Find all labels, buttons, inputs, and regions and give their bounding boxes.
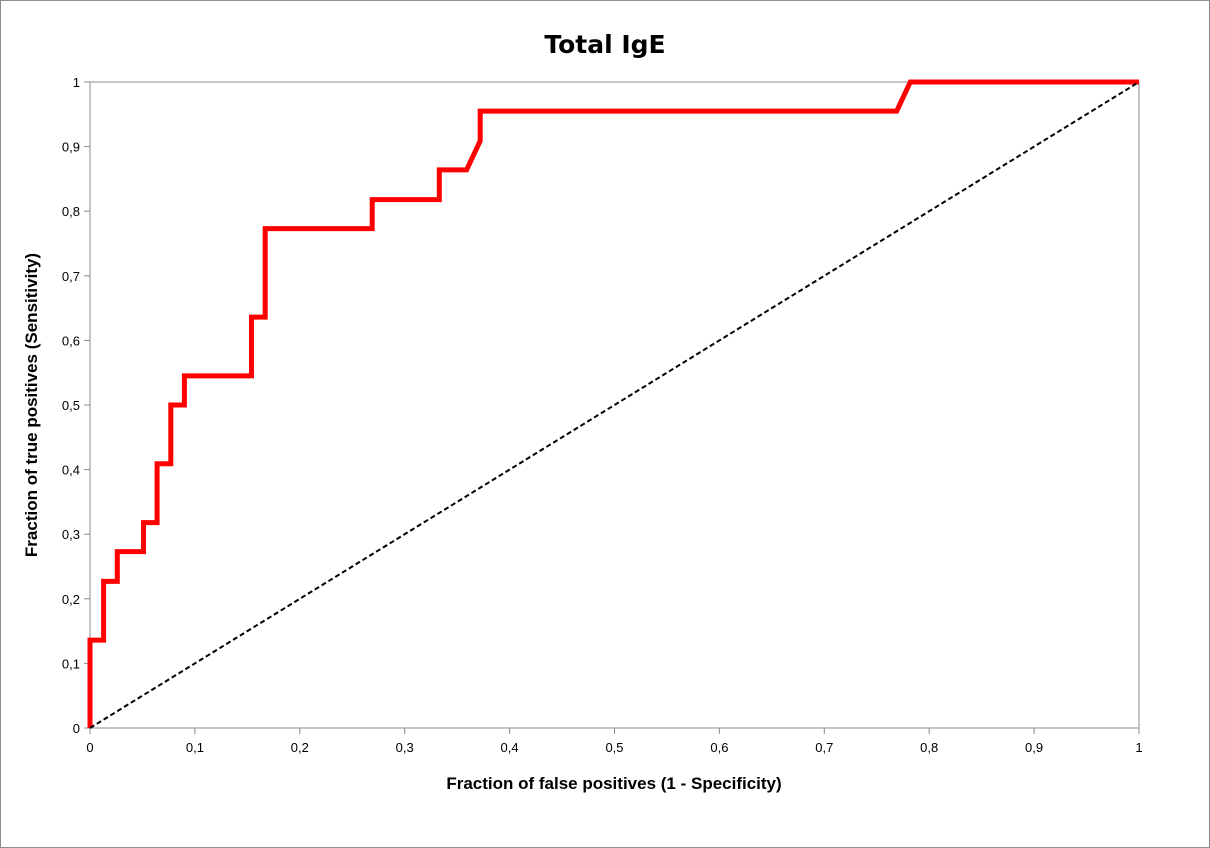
series-layer (87, 79, 1140, 729)
x-tick-label: 1 (1135, 740, 1142, 755)
x-tick-label: 0,5 (605, 740, 623, 755)
x-tick-label: 0,9 (1025, 740, 1043, 755)
y-tick-label: 0,9 (62, 140, 80, 155)
x-tick-label: 0,8 (920, 740, 938, 755)
chart-title: Total IgE (544, 30, 665, 59)
y-tick-label: 0,7 (62, 269, 80, 284)
x-tick-label: 0,3 (396, 740, 414, 755)
x-tick-label: 0,7 (815, 740, 833, 755)
reference-diagonal-line (89, 81, 1140, 729)
y-tick-label: 0,2 (62, 592, 80, 607)
y-tick-label: 0 (73, 721, 80, 736)
x-tick-label: 0 (86, 740, 93, 755)
y-tick-label: 0,8 (62, 204, 80, 219)
x-tick-label: 0,4 (501, 740, 519, 755)
x-tick-label: 0,1 (186, 740, 204, 755)
x-tick-label: 0,6 (710, 740, 728, 755)
y-tick-label: 1 (73, 75, 80, 90)
y-tick-label: 0,3 (62, 527, 80, 542)
roc-curve-line (87, 79, 1139, 728)
y-tick-label: 0,4 (62, 463, 80, 478)
x-axis-title: Fraction of false positives (1 - Specifi… (446, 774, 781, 793)
y-tick-label: 0,5 (62, 398, 80, 413)
axis-ticks: 0 0,1 0,2 0,3 0,4 0,5 0,6 0,7 0,8 0,9 1 0 0,1 0,2 0,3 0… (62, 75, 1143, 755)
y-axis-title: Fraction of true positives (Sensitivity) (22, 253, 41, 557)
y-tick-label: 0,1 (62, 656, 80, 671)
y-tick-label: 0,6 (62, 333, 80, 348)
x-tick-label: 0,2 (291, 740, 309, 755)
